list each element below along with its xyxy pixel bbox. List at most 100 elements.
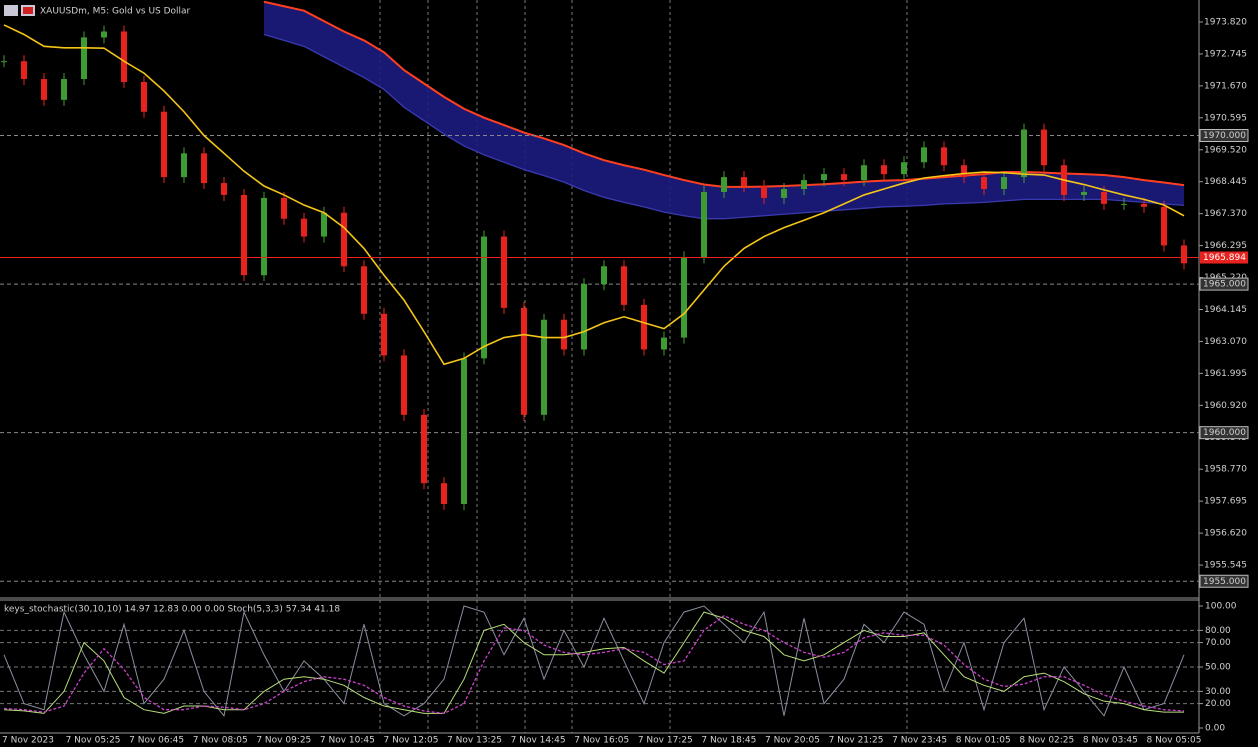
y-tick-label: 50.00 bbox=[1205, 663, 1231, 673]
candle-body bbox=[701, 191, 707, 258]
band-lower-line bbox=[263, 33, 1185, 220]
candle-body bbox=[641, 304, 647, 350]
bid-label: 1965.894 bbox=[1203, 253, 1246, 263]
y-tick-label: 0.00 bbox=[1205, 723, 1225, 733]
oscillator-line bbox=[3, 611, 1184, 714]
chart-title: XAUUSDm, M5: Gold vs US Dollar bbox=[40, 7, 191, 17]
y-tick-label: 1957.695 bbox=[1204, 497, 1247, 507]
oscillator-line bbox=[3, 605, 1185, 717]
level-label-box bbox=[1199, 574, 1249, 588]
y-tick-label: 1972.745 bbox=[1204, 49, 1247, 59]
x-tick-label: 7 Nov 16:05 bbox=[574, 736, 629, 746]
x-tick-label: 7 Nov 06:45 bbox=[129, 736, 184, 746]
candle-body bbox=[21, 61, 27, 80]
candle-body bbox=[561, 319, 567, 350]
x-tick-label: 7 Nov 17:25 bbox=[638, 736, 693, 746]
candle-body bbox=[421, 414, 427, 484]
x-tick-label: 7 Nov 10:45 bbox=[320, 736, 375, 746]
candle-body bbox=[841, 174, 847, 181]
candle-body bbox=[961, 165, 967, 178]
candle-body bbox=[1, 61, 7, 63]
x-tick-label: 7 Nov 13:25 bbox=[447, 736, 502, 746]
candle-body bbox=[1001, 177, 1007, 189]
x-tick-label: 7 Nov 05:25 bbox=[66, 736, 121, 746]
x-tick-label: 7 Nov 2023 bbox=[2, 736, 54, 746]
candle-body bbox=[901, 162, 907, 175]
icon bbox=[4, 5, 18, 16]
candle-body bbox=[121, 31, 127, 83]
candle-body bbox=[921, 147, 927, 163]
x-tick-label: 7 Nov 20:05 bbox=[765, 736, 820, 746]
candle-body bbox=[781, 188, 787, 198]
candle-body bbox=[1141, 203, 1147, 207]
candle-body bbox=[1161, 206, 1167, 246]
candle-body bbox=[1041, 129, 1047, 166]
candle-body bbox=[61, 79, 67, 100]
x-tick-label: 8 Nov 02:25 bbox=[1019, 736, 1074, 746]
candle-body bbox=[601, 266, 607, 285]
level-label-box bbox=[1199, 277, 1249, 291]
y-tick-label: 1967.370 bbox=[1204, 209, 1247, 219]
candle-body bbox=[681, 257, 687, 338]
candle-body bbox=[141, 82, 147, 112]
y-tick-label: 70.00 bbox=[1205, 638, 1231, 648]
level-label: 1960.000 bbox=[1203, 428, 1246, 438]
symbol-icon bbox=[4, 5, 35, 16]
candle-body bbox=[1101, 191, 1107, 204]
x-tick-label: 7 Nov 23:45 bbox=[892, 736, 947, 746]
candle-body bbox=[381, 313, 387, 356]
candle-body bbox=[361, 266, 367, 314]
candle-body bbox=[281, 197, 287, 219]
x-tick-label: 7 Nov 12:05 bbox=[383, 736, 438, 746]
y-tick-label: 80.00 bbox=[1205, 626, 1231, 636]
moving-average bbox=[3, 24, 1185, 366]
y-tick-label: 30.00 bbox=[1205, 687, 1231, 697]
candle-body bbox=[461, 358, 467, 504]
x-tick-label: 7 Nov 21:25 bbox=[829, 736, 884, 746]
level-label: 1970.000 bbox=[1203, 131, 1246, 141]
candle-body bbox=[1181, 245, 1187, 264]
candle-body bbox=[201, 153, 207, 184]
y-tick-label: 100.00 bbox=[1205, 602, 1237, 612]
y-tick-label: 1955.545 bbox=[1204, 561, 1247, 571]
candle-body bbox=[441, 483, 447, 504]
x-tick-label: 8 Nov 05:05 bbox=[1146, 736, 1201, 746]
y-tick-label: 1971.670 bbox=[1204, 81, 1247, 91]
candle-body bbox=[161, 111, 167, 178]
y-tick-label: 1963.070 bbox=[1204, 337, 1247, 347]
candle-body bbox=[341, 212, 347, 267]
icon bbox=[23, 7, 33, 14]
candle-body bbox=[981, 177, 987, 189]
candle-body bbox=[81, 37, 87, 80]
y-tick-label: 1961.995 bbox=[1204, 369, 1247, 379]
candle-body bbox=[1121, 203, 1127, 205]
candle-body bbox=[861, 165, 867, 181]
y-tick-label: 1969.520 bbox=[1204, 145, 1247, 155]
y-tick-label: 1958.770 bbox=[1204, 465, 1247, 475]
y-tick-label: 1966.295 bbox=[1204, 241, 1247, 251]
x-tick-label: 7 Nov 08:05 bbox=[193, 736, 248, 746]
candle-body bbox=[301, 218, 307, 237]
candle-body bbox=[621, 266, 627, 305]
level-label-box bbox=[1199, 129, 1249, 143]
candle-body bbox=[481, 236, 487, 359]
candle-body bbox=[1021, 129, 1027, 178]
candle-body bbox=[541, 319, 547, 415]
level-label: 1965.000 bbox=[1203, 280, 1246, 290]
candle-body bbox=[181, 153, 187, 178]
candle-body bbox=[501, 236, 507, 308]
candle-body bbox=[941, 147, 947, 166]
candle-body bbox=[41, 79, 47, 100]
candle-body bbox=[741, 177, 747, 187]
y-tick-label: 1956.620 bbox=[1204, 529, 1247, 539]
oscillator-line bbox=[3, 615, 1185, 715]
candle-body bbox=[801, 180, 807, 189]
level-label-box bbox=[1199, 426, 1249, 440]
candle-body bbox=[821, 174, 827, 181]
level-label: 1955.000 bbox=[1203, 577, 1246, 587]
y-tick-label: 1968.445 bbox=[1204, 177, 1247, 187]
y-tick-label: 1970.595 bbox=[1204, 113, 1247, 123]
candle-body bbox=[1081, 191, 1087, 195]
